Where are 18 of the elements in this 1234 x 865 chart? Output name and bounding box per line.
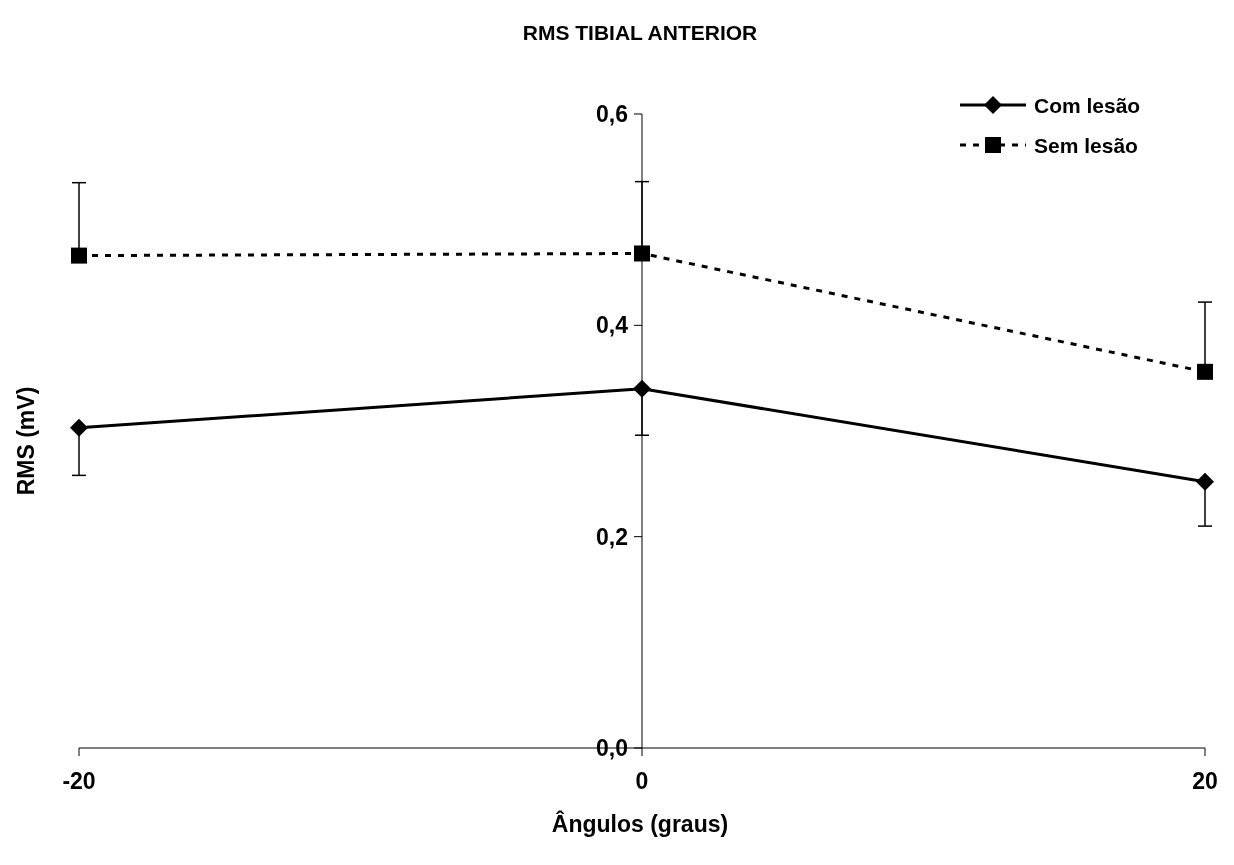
legend-label: Sem lesão	[1034, 134, 1138, 157]
chart-title: RMS TIBIAL ANTERIOR	[522, 21, 758, 44]
point	[634, 245, 650, 262]
y-tick-label: 0,4	[596, 312, 629, 339]
point	[633, 379, 651, 398]
point	[71, 247, 87, 264]
x-tick-label: 20	[1192, 768, 1218, 794]
y-tick-label: 0,0	[596, 735, 628, 761]
point	[1196, 472, 1214, 491]
x-axis-title: Ângulos (graus)	[551, 810, 729, 837]
y-axis-title: RMS (mV)	[13, 386, 39, 496]
y-tick-label: 0,6	[596, 101, 628, 127]
point	[1197, 363, 1213, 380]
point	[70, 418, 88, 437]
x-tick-label: -20	[62, 768, 96, 794]
legend-label: Com lesão	[1034, 94, 1141, 117]
x-tick-label: 0	[635, 768, 649, 794]
y-tick-label: 0,2	[596, 523, 628, 550]
